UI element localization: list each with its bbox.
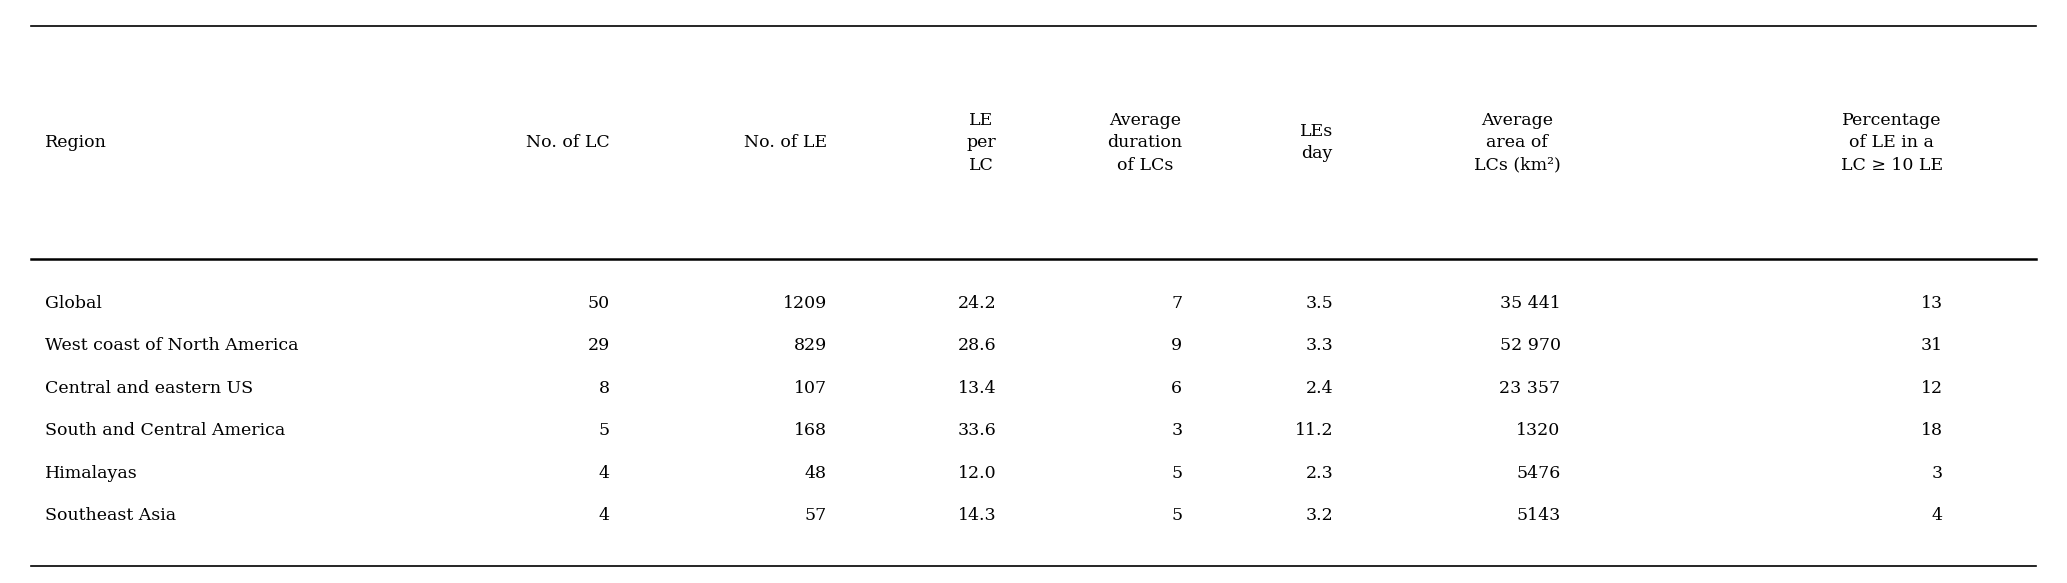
Text: West coast of North America: West coast of North America xyxy=(45,337,300,354)
Text: 3.5: 3.5 xyxy=(1306,294,1333,312)
Text: Region: Region xyxy=(45,134,107,152)
Text: 107: 107 xyxy=(794,380,827,397)
Text: 5: 5 xyxy=(1172,507,1182,525)
Text: 4: 4 xyxy=(599,507,610,525)
Text: 1320: 1320 xyxy=(1517,422,1561,440)
Text: 3.3: 3.3 xyxy=(1306,337,1333,354)
Text: 3: 3 xyxy=(1172,422,1182,440)
Text: 29: 29 xyxy=(587,337,610,354)
Text: 168: 168 xyxy=(794,422,827,440)
Text: Average
duration
of LCs: Average duration of LCs xyxy=(1108,112,1182,174)
Text: 5: 5 xyxy=(599,422,610,440)
Text: Southeast Asia: Southeast Asia xyxy=(45,507,176,525)
Text: 12: 12 xyxy=(1920,380,1943,397)
Text: Central and eastern US: Central and eastern US xyxy=(45,380,254,397)
Text: 2.4: 2.4 xyxy=(1306,380,1333,397)
Text: 50: 50 xyxy=(587,294,610,312)
Text: 23 357: 23 357 xyxy=(1499,380,1561,397)
Text: 13.4: 13.4 xyxy=(957,380,996,397)
Text: 24.2: 24.2 xyxy=(957,294,996,312)
Text: 35 441: 35 441 xyxy=(1501,294,1561,312)
Text: No. of LC: No. of LC xyxy=(525,134,610,152)
Text: 3: 3 xyxy=(1933,465,1943,482)
Text: 3.2: 3.2 xyxy=(1306,507,1333,525)
Text: 5476: 5476 xyxy=(1517,465,1561,482)
Text: 52 970: 52 970 xyxy=(1499,337,1561,354)
Text: 9: 9 xyxy=(1172,337,1182,354)
Text: 2.3: 2.3 xyxy=(1306,465,1333,482)
Text: Percentage
of LE in a
LC ≥ 10 LE: Percentage of LE in a LC ≥ 10 LE xyxy=(1842,112,1943,174)
Text: 28.6: 28.6 xyxy=(957,337,996,354)
Text: Himalayas: Himalayas xyxy=(45,465,138,482)
Text: 14.3: 14.3 xyxy=(957,507,996,525)
Text: 31: 31 xyxy=(1920,337,1943,354)
Text: 7: 7 xyxy=(1172,294,1182,312)
Text: 57: 57 xyxy=(804,507,827,525)
Text: No. of LE: No. of LE xyxy=(744,134,827,152)
Text: 5: 5 xyxy=(1172,465,1182,482)
Text: 18: 18 xyxy=(1920,422,1943,440)
Text: 6: 6 xyxy=(1172,380,1182,397)
Text: 13: 13 xyxy=(1920,294,1943,312)
Text: LEs
day: LEs day xyxy=(1300,123,1333,163)
Text: Average
area of
LCs (km²): Average area of LCs (km²) xyxy=(1474,112,1561,174)
Text: 4: 4 xyxy=(1933,507,1943,525)
Text: 12.0: 12.0 xyxy=(957,465,996,482)
Text: 829: 829 xyxy=(794,337,827,354)
Text: 8: 8 xyxy=(599,380,610,397)
Text: Global: Global xyxy=(45,294,103,312)
Text: 4: 4 xyxy=(599,465,610,482)
Text: 33.6: 33.6 xyxy=(957,422,996,440)
Text: South and Central America: South and Central America xyxy=(45,422,285,440)
Text: 11.2: 11.2 xyxy=(1294,422,1333,440)
Text: 1209: 1209 xyxy=(783,294,827,312)
Text: LE
per
LC: LE per LC xyxy=(967,112,996,174)
Text: 5143: 5143 xyxy=(1517,507,1561,525)
Text: 48: 48 xyxy=(804,465,827,482)
